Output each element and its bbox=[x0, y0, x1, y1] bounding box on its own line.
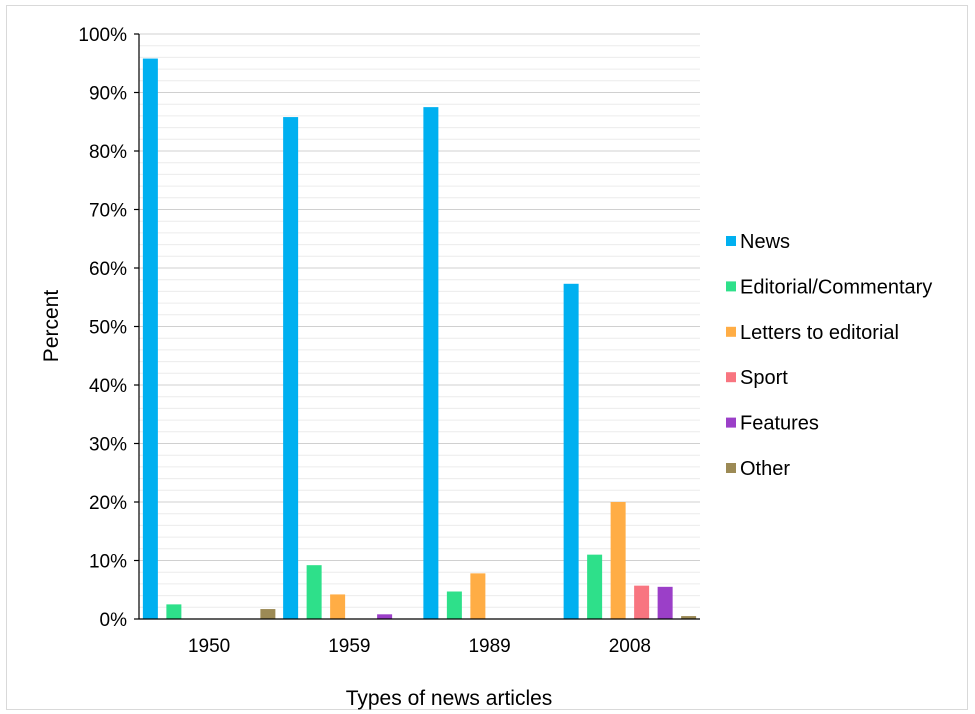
legend-item: Letters to editorial bbox=[726, 322, 899, 344]
legend-label: Editorial/Commentary bbox=[740, 276, 932, 298]
y-tick-label: 10% bbox=[89, 552, 127, 573]
legend-item: Sport bbox=[726, 367, 788, 389]
legend-swatch bbox=[726, 372, 736, 383]
y-tick-label: 50% bbox=[89, 318, 127, 339]
legend-label: Letters to editorial bbox=[740, 322, 899, 344]
y-axis-title: Percent bbox=[40, 290, 63, 363]
legend-item: Other bbox=[726, 458, 790, 480]
legend-swatch bbox=[726, 326, 736, 337]
x-tick-labels: 1950 1959 1989 2008 bbox=[188, 636, 651, 657]
x-tick-label: 1989 bbox=[468, 636, 510, 657]
legend-label: News bbox=[740, 231, 790, 253]
y-tick-label: 80% bbox=[89, 142, 127, 163]
bar-editorial-commentary-2008 bbox=[587, 554, 603, 619]
bar-news-1950 bbox=[142, 58, 158, 619]
bar-other-1950 bbox=[260, 609, 276, 619]
bar-editorial-commentary-1950 bbox=[166, 604, 182, 619]
y-tick-label: 100% bbox=[78, 25, 127, 46]
x-tick-label: 1950 bbox=[188, 636, 230, 657]
bar-letters-to-editorial-2008 bbox=[610, 502, 626, 619]
legend-swatch bbox=[726, 236, 736, 246]
bar-news-1959 bbox=[283, 117, 299, 619]
legend-swatch bbox=[726, 463, 736, 473]
y-tick-labels: 0% 10% 20% 30% 40% 50% 60% 70% 80% 90% 100% bbox=[78, 25, 127, 631]
x-axis-title: Types of news articles bbox=[346, 687, 553, 710]
legend: News Editorial/Commentary Letters to edito… bbox=[726, 231, 932, 480]
legend-label: Sport bbox=[740, 367, 788, 389]
y-tick-label: 40% bbox=[89, 376, 127, 397]
bar-editorial-commentary-1959 bbox=[306, 565, 322, 619]
bar-editorial-commentary-1989 bbox=[446, 591, 462, 619]
axes bbox=[134, 33, 700, 620]
bar-sport-2008 bbox=[634, 585, 650, 619]
gridlines bbox=[139, 33, 700, 608]
legend-label: Features bbox=[740, 413, 819, 435]
y-tick-label: 20% bbox=[89, 493, 127, 514]
legend-item: Features bbox=[726, 413, 819, 435]
bar-features-1959 bbox=[377, 614, 393, 619]
legend-swatch bbox=[726, 417, 736, 428]
chart-frame bbox=[6, 5, 968, 710]
bar-letters-to-editorial-1989 bbox=[470, 573, 486, 619]
bar-letters-to-editorial-1959 bbox=[330, 594, 346, 619]
y-tick-label: 90% bbox=[89, 84, 127, 105]
x-tick-label: 2008 bbox=[609, 636, 651, 657]
y-tick-label: 0% bbox=[100, 610, 128, 631]
legend-label: Other bbox=[740, 458, 790, 480]
bars bbox=[142, 58, 697, 619]
x-tick-label: 1959 bbox=[328, 636, 370, 657]
y-tick-label: 30% bbox=[89, 435, 127, 456]
y-tick-label: 70% bbox=[89, 201, 127, 222]
legend-item: Editorial/Commentary bbox=[726, 276, 932, 298]
bar-news-1989 bbox=[423, 107, 439, 619]
legend-swatch bbox=[726, 281, 736, 292]
y-tick-label: 60% bbox=[89, 259, 127, 280]
bar-other-2008 bbox=[681, 616, 697, 619]
legend-item: News bbox=[726, 231, 790, 253]
bar-news-2008 bbox=[563, 283, 579, 619]
bar-features-2008 bbox=[657, 586, 673, 619]
